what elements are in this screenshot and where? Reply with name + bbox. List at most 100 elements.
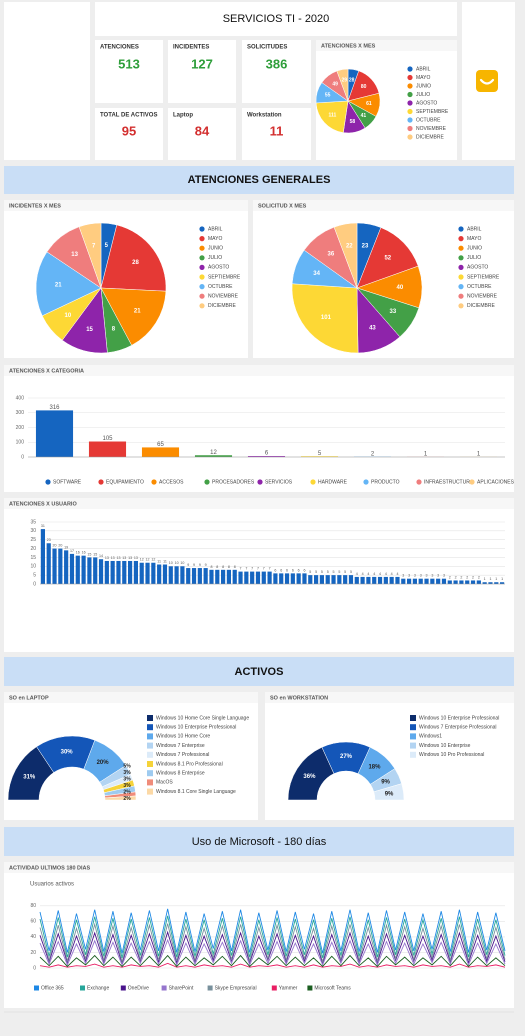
legend-swatch: [458, 245, 464, 251]
bar: [40, 529, 45, 584]
data-label: 7: [251, 567, 253, 571]
bar: [157, 564, 162, 584]
legend-label: PROCESADORES: [212, 479, 255, 485]
bar: [418, 578, 423, 584]
bar: [500, 582, 505, 584]
data-label: 7: [240, 567, 242, 571]
legend-label: DICIEMBRE: [467, 303, 495, 309]
bar: [250, 571, 255, 584]
section-banner: [4, 827, 514, 856]
slice-label: 2%: [123, 789, 131, 795]
data-label: 5: [344, 570, 346, 574]
slice-label: 8: [112, 327, 116, 333]
bar: [88, 441, 127, 457]
legend-swatch: [410, 742, 416, 749]
app-icon[interactable]: [476, 70, 498, 92]
slice-label: 29: [341, 78, 347, 84]
data-label: 8: [216, 565, 218, 569]
legend-swatch: [458, 284, 464, 290]
data-label: 12: [151, 558, 155, 562]
pie-slice: [356, 227, 419, 289]
slice-label: 36%: [303, 774, 316, 780]
bar: [64, 550, 69, 584]
legend-swatch: [458, 255, 464, 261]
slice-label: 43: [369, 326, 376, 332]
legend-label: INFRAESTRUCTURA: [424, 479, 474, 485]
chart-card: [4, 365, 514, 492]
data-label: 1: [501, 577, 503, 581]
legend-swatch: [363, 479, 369, 485]
bar: [343, 575, 348, 584]
slice-label: 41: [361, 113, 367, 119]
data-label: 105: [102, 436, 113, 442]
kpi-value: 95: [122, 123, 136, 138]
legend-label: NOVIEMBRE: [467, 294, 498, 300]
legend-swatch: [458, 293, 464, 299]
legend-swatch: [199, 236, 205, 242]
series-line: [39, 938, 506, 967]
data-label: 3: [420, 574, 422, 578]
pie-slice: [333, 222, 358, 289]
legend-swatch: [407, 125, 413, 132]
data-label: 5: [350, 570, 352, 574]
data-label: 1: [489, 577, 491, 581]
data-label: 17: [70, 549, 74, 553]
data-label: 5: [309, 570, 311, 574]
legend-swatch: [407, 134, 413, 140]
data-label: 12: [146, 558, 150, 562]
bar: [191, 568, 197, 584]
slice-label: 33: [390, 309, 397, 315]
bar: [267, 571, 272, 584]
bar: [372, 576, 377, 584]
pie-slice: [315, 100, 349, 133]
legend-label: Windows 10 Enterprise Professional: [419, 715, 499, 721]
data-label: 16: [76, 551, 80, 555]
data-label: 3: [408, 574, 410, 578]
series-line: [39, 962, 506, 968]
data-label: 12: [140, 558, 144, 562]
legend-swatch: [80, 985, 85, 991]
legend-swatch: [307, 985, 313, 991]
legend-label: NOVIEMBRE: [208, 294, 239, 300]
legend-swatch: [199, 226, 205, 232]
legend-swatch: [458, 264, 464, 270]
bar: [325, 575, 330, 584]
chart-title: SO en LAPTOP: [9, 695, 49, 701]
legend-swatch: [310, 479, 316, 485]
data-label: 2: [460, 575, 462, 579]
bar: [389, 576, 394, 584]
legend-swatch: [199, 274, 205, 280]
bar: [69, 553, 75, 584]
data-label: 31: [41, 524, 45, 528]
chart-title: INCIDENTES X MES: [9, 203, 61, 209]
bar: [215, 569, 220, 584]
legend-swatch: [407, 66, 413, 72]
legend-label: OCTUBRE: [467, 284, 492, 290]
data-label: 11: [157, 559, 161, 563]
donut-slice: [373, 783, 405, 801]
kpi-card: [95, 108, 163, 160]
bar: [482, 582, 487, 584]
legend-label: HARDWARE: [318, 479, 348, 485]
data-label: 5: [333, 570, 335, 574]
data-label: 5: [321, 570, 323, 574]
legend-label: Windows 8.1 Pro Professional: [156, 761, 223, 767]
bar: [366, 576, 371, 584]
y-tick-label: 300: [16, 410, 25, 416]
legend-swatch: [147, 770, 153, 777]
legend-swatch: [469, 479, 475, 485]
data-label: 2: [478, 575, 480, 579]
legend-label: Office 365: [41, 985, 64, 991]
chart-header: [4, 862, 514, 873]
bar: [226, 569, 231, 584]
data-label: 8: [222, 565, 224, 569]
bar: [302, 573, 307, 584]
slice-label: 5: [105, 243, 109, 249]
bar: [447, 580, 452, 584]
bar: [436, 578, 441, 584]
bar: [284, 573, 290, 584]
bar: [162, 564, 168, 584]
data-label: 13: [134, 556, 138, 560]
legend-label: MAYO: [416, 75, 430, 81]
data-label: 4: [385, 572, 387, 576]
